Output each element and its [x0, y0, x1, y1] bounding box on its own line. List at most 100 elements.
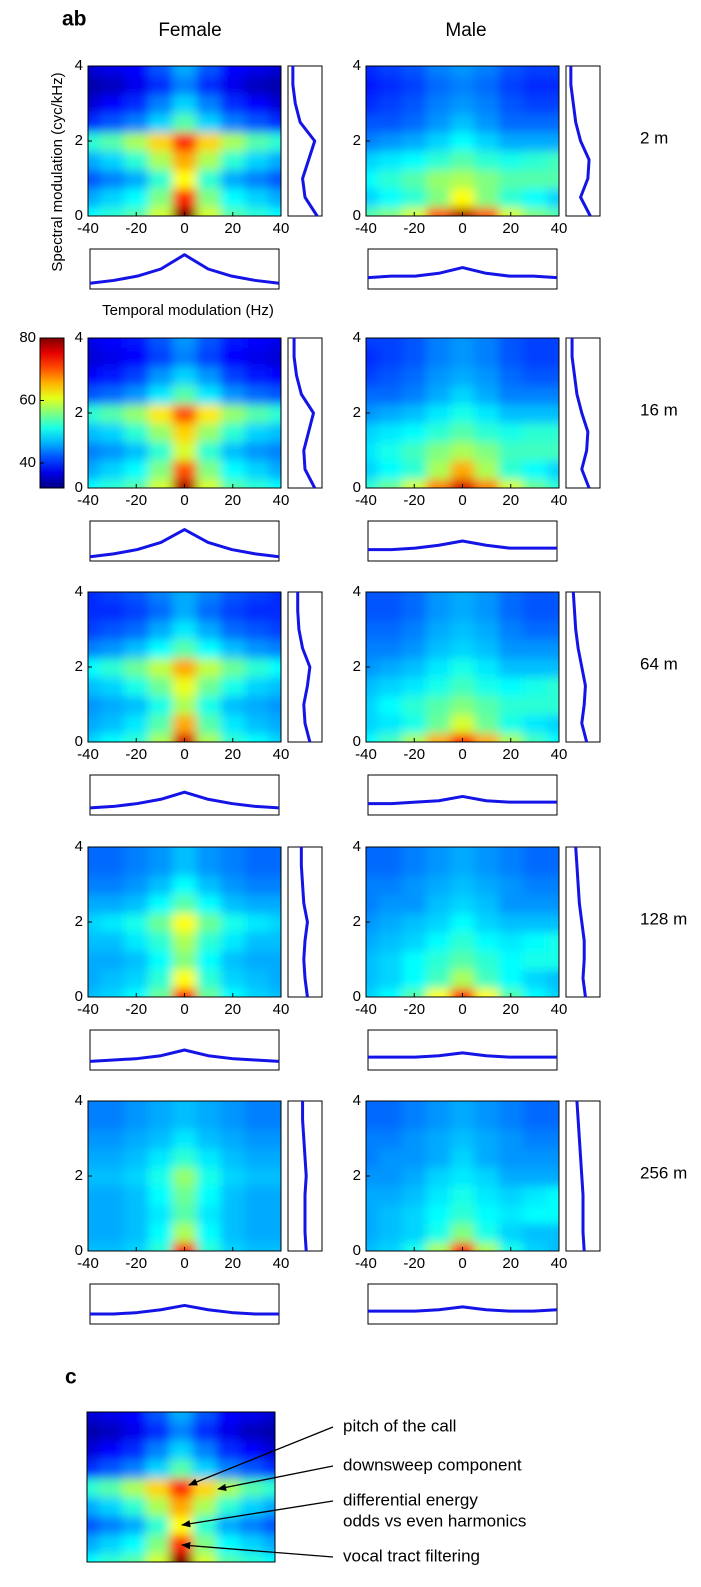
heatmap-cell: [498, 206, 524, 216]
heatmap-cell: [268, 131, 281, 152]
heatmap-cell: [244, 384, 270, 405]
profile-frame: [89, 248, 280, 290]
x-tick-label: 0: [458, 220, 466, 237]
heatmap-cell: [474, 422, 500, 443]
heatmap-cell: [148, 66, 174, 77]
heatmap-cell: [402, 1185, 428, 1206]
heatmap-cell: [88, 1222, 102, 1243]
x-tick-label: -20: [125, 492, 147, 509]
heatmap-cell: [474, 856, 500, 877]
heatmap-cell: [378, 366, 404, 386]
heatmap-cell: [546, 206, 559, 216]
heatmap-cell: [239, 1477, 265, 1498]
heatmap-cell: [378, 384, 404, 405]
heatmap-cell: [450, 478, 476, 488]
heatmap-cell: [172, 695, 198, 715]
heatmap-cell: [522, 987, 548, 997]
heatmap-cell: [220, 592, 246, 603]
heatmap-cell: [148, 1101, 174, 1112]
heatmap-cell: [402, 1222, 428, 1243]
heatmap-cell: [522, 1166, 548, 1187]
heatmap-cell: [172, 1101, 198, 1112]
heatmap-cell: [378, 459, 404, 480]
heatmap-cell: [366, 638, 380, 659]
heatmap-cell: [88, 206, 102, 216]
heatmap-cell: [268, 968, 281, 989]
heatmap-cell: [148, 695, 174, 715]
heatmap-cell: [100, 893, 126, 914]
heatmap-cell: [196, 1129, 222, 1149]
heatmap-cell: [216, 1496, 241, 1517]
heatmap-cell: [196, 931, 222, 952]
heatmap-cell: [148, 187, 174, 208]
heatmap-cell: [244, 150, 270, 171]
heatmap-cell: [220, 366, 246, 386]
heatmap-cell: [172, 657, 198, 678]
heatmap-cell: [124, 893, 150, 914]
y-tick-label: 4: [75, 583, 83, 600]
heatmap-cell: [124, 94, 150, 114]
heatmap-cell: [220, 847, 246, 858]
heatmap-cell: [546, 459, 559, 480]
heatmap-cell: [498, 1204, 524, 1224]
heatmap-cell: [268, 695, 281, 715]
heatmap-cell: [378, 1241, 404, 1251]
x-tick-label: 20: [224, 1255, 241, 1272]
heatmap-cells: [366, 592, 559, 742]
heatmap-cell: [522, 338, 548, 349]
heatmap-cell: [450, 187, 476, 208]
heatmap: [88, 847, 281, 997]
heatmap-cell: [145, 1533, 171, 1554]
heatmap-cell: [220, 459, 246, 480]
heatmap-cell: [169, 1515, 194, 1535]
heatmap-cell: [546, 695, 559, 715]
heatmap-cell: [124, 638, 150, 659]
y-tick-label: 4: [353, 1092, 361, 1109]
temporal-profile: [368, 539, 557, 552]
heatmap-cell: [122, 1477, 147, 1498]
heatmap: [88, 592, 281, 742]
heatmap-cell: [220, 1101, 246, 1112]
heatmap-cell: [402, 657, 428, 678]
heatmap-cell: [402, 950, 428, 970]
heatmap-cell: [268, 1110, 281, 1131]
heatmap-cell: [100, 187, 126, 208]
heatmap-cell: [378, 1147, 404, 1168]
heatmap-cell: [172, 403, 198, 424]
heatmap-cell: [268, 422, 281, 443]
heatmap-cell: [172, 592, 198, 603]
heatmap-cell: [426, 1204, 452, 1224]
heatmap-cell: [172, 713, 198, 734]
heatmap-cell: [402, 1101, 428, 1112]
heatmap-cell: [88, 931, 102, 952]
heatmap-cell: [100, 676, 126, 697]
heatmap-cell: [88, 713, 102, 734]
y-tick-label: 2: [353, 658, 361, 675]
heatmap-cell: [450, 94, 476, 114]
heatmap-cell: [402, 1147, 428, 1168]
heatmap-cell: [450, 347, 476, 368]
heatmap-cell: [378, 987, 404, 997]
heatmap-cell: [148, 422, 174, 443]
heatmap-cell: [474, 676, 500, 697]
heatmap-cell: [124, 950, 150, 970]
heatmap-cell: [239, 1552, 265, 1562]
temporal-profile: [89, 528, 280, 559]
heatmap-cell: [172, 601, 198, 622]
heatmap-cell: [169, 1440, 194, 1460]
heatmap-cell: [124, 1222, 150, 1243]
annotation: vocal tract filtering: [343, 1546, 480, 1565]
heatmap-cell: [474, 1185, 500, 1206]
heatmap-cell: [268, 441, 281, 461]
heatmap-cell: [402, 1110, 428, 1131]
heatmap-cell: [124, 912, 150, 933]
heatmap-cell: [268, 169, 281, 189]
heatmap-cell: [498, 422, 524, 443]
y-tick-label: 0: [75, 207, 83, 224]
heatmap-cell: [522, 384, 548, 405]
y-tick-label: 0: [353, 733, 361, 750]
heatmap-cell: [498, 478, 524, 488]
heatmap-cell: [546, 1241, 559, 1251]
heatmap-cell: [426, 1147, 452, 1168]
spectral-profile: [570, 338, 591, 489]
